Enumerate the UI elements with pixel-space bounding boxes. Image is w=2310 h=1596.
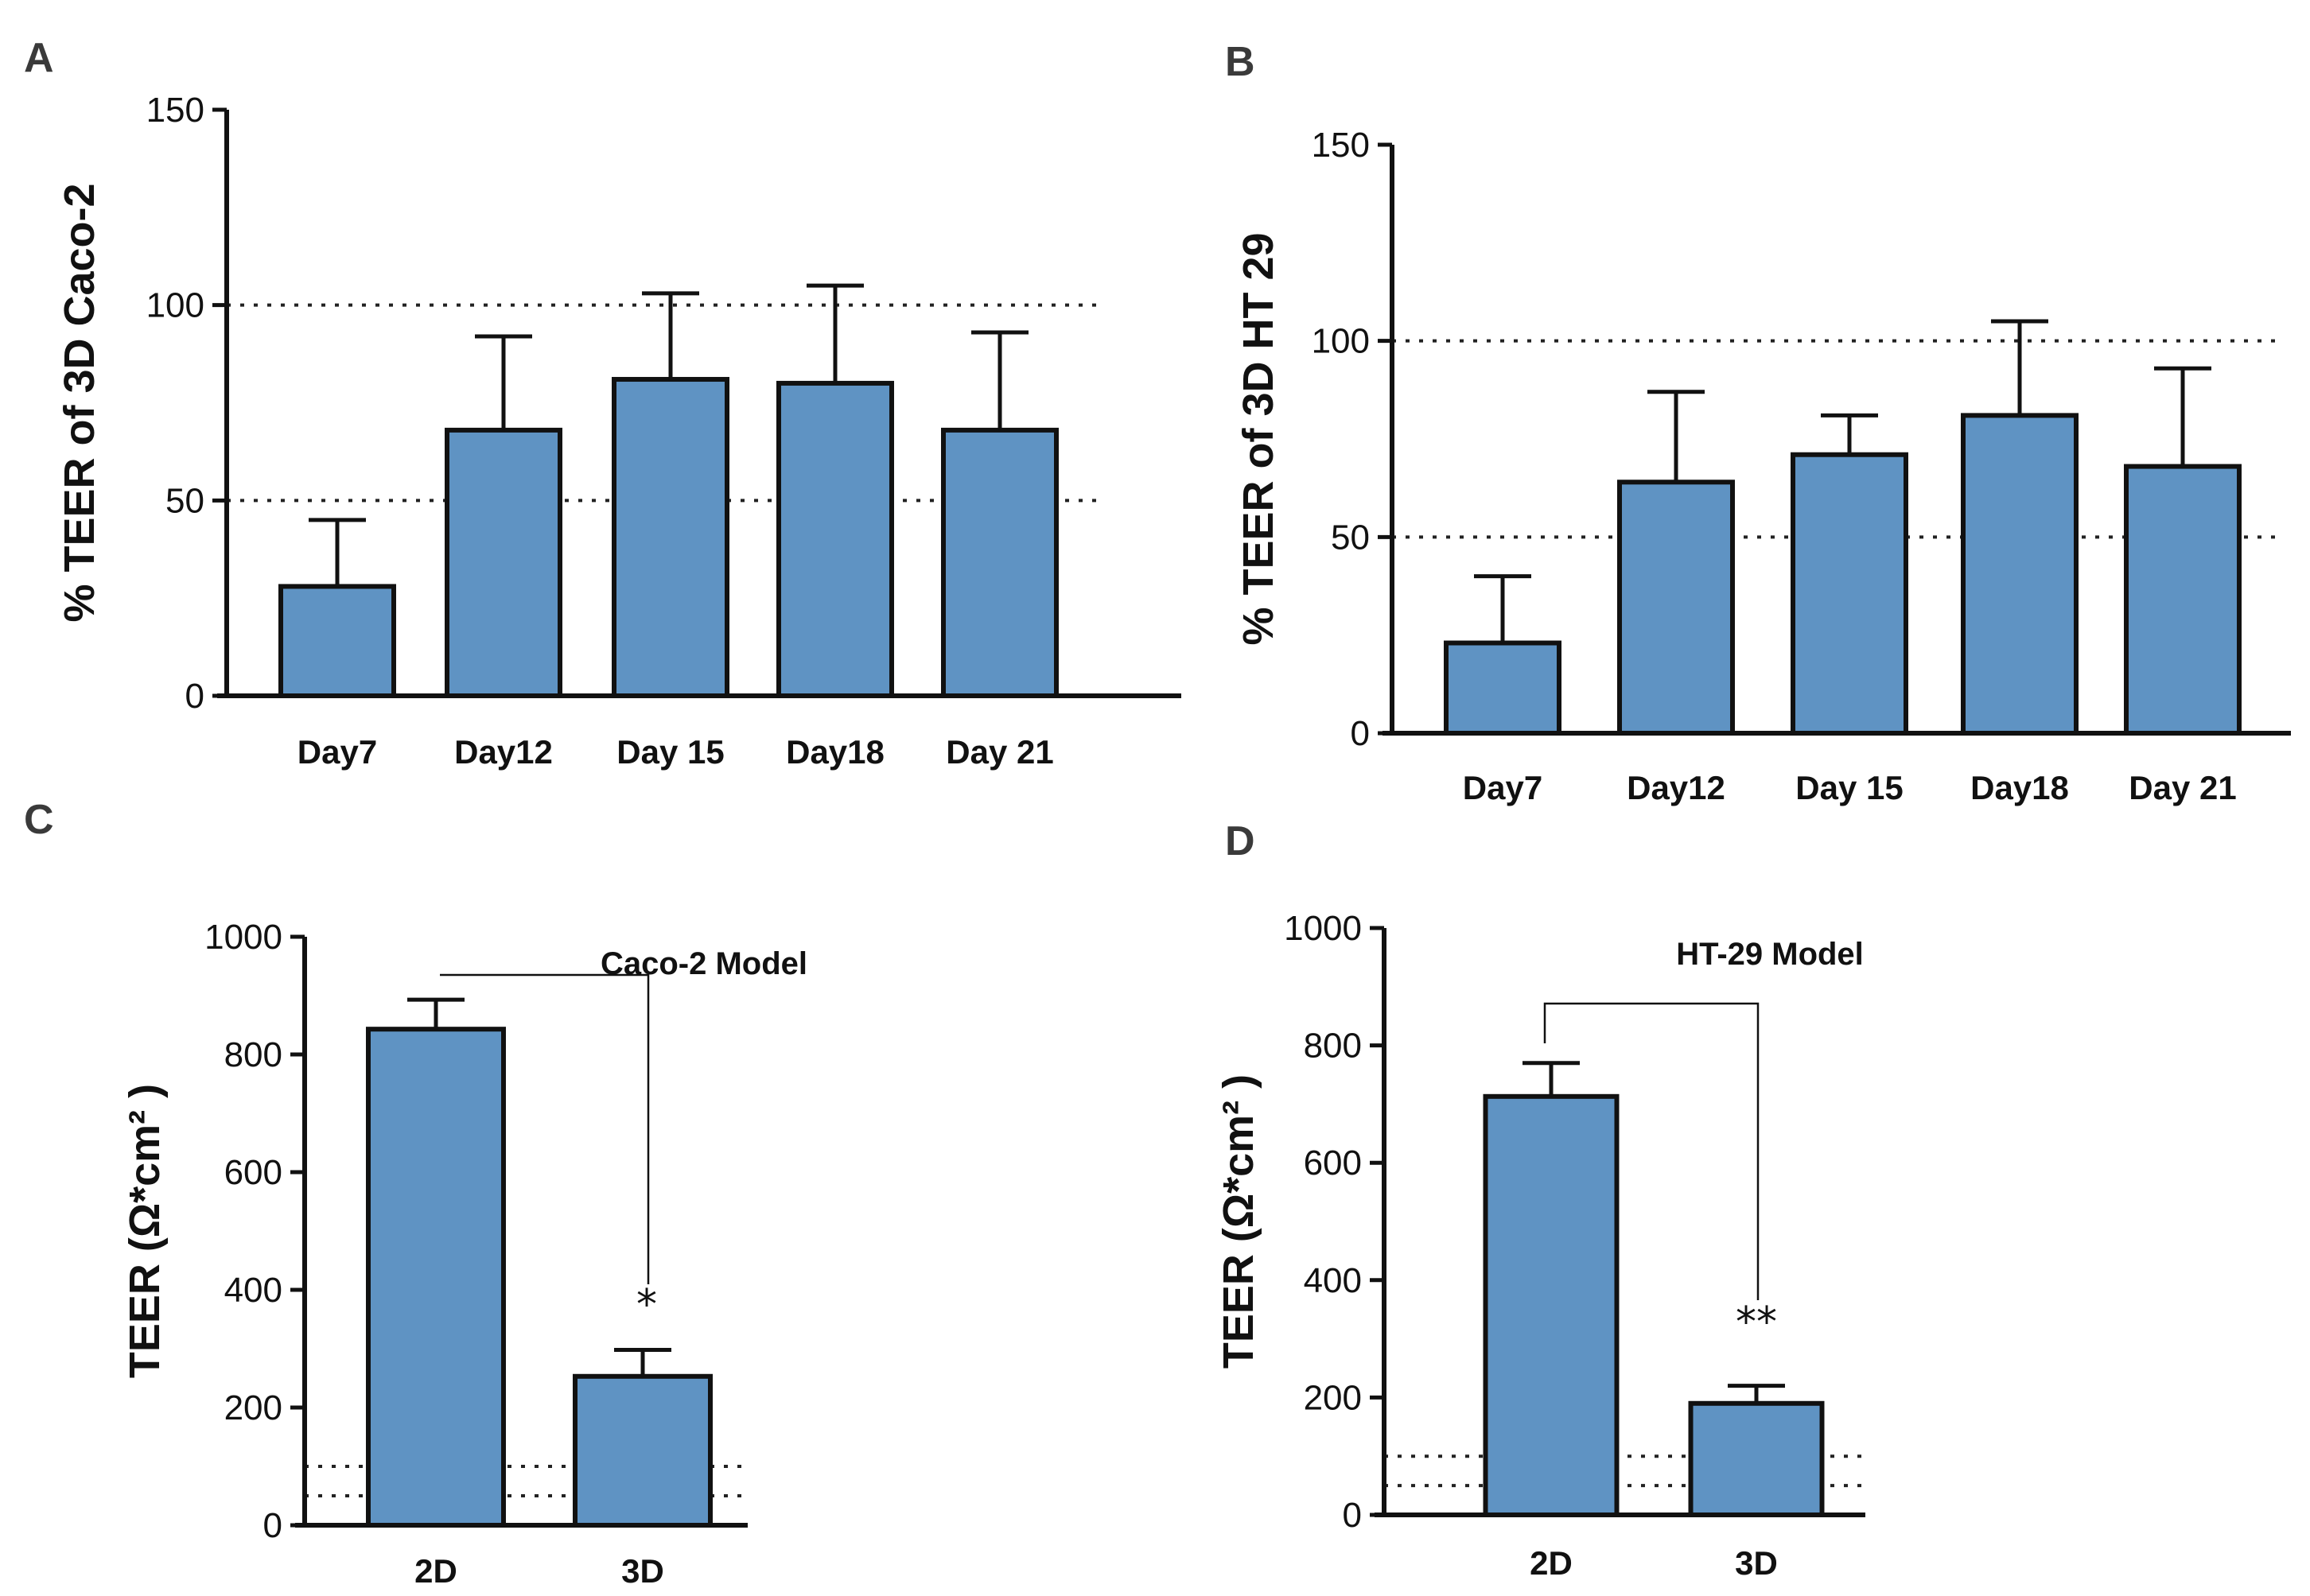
x-tick-label: Day18: [1970, 769, 2069, 806]
x-tick-label: 2D: [414, 1552, 457, 1590]
y-tick-label: 800: [1304, 1027, 1362, 1066]
x-tick-label: Day12: [454, 733, 553, 771]
x-tick-label: Day7: [1463, 769, 1542, 806]
significance-marker: *: [636, 1281, 657, 1329]
y-tick-label: 150: [146, 91, 204, 130]
bar: [445, 427, 562, 698]
y-tick-label: 50: [1331, 518, 1370, 557]
bar: [1617, 480, 1735, 736]
chart-title: HT-29 Model: [1676, 937, 1864, 972]
significance-bracket: [440, 973, 650, 1284]
y-tick-label: 0: [1343, 1496, 1362, 1535]
x-tick-label: Day 15: [1795, 769, 1903, 806]
x-tick-label: 3D: [1735, 1544, 1778, 1582]
panel-letter: D: [1225, 818, 1255, 864]
panel-letter: C: [24, 797, 54, 843]
y-tick-label: 200: [1304, 1378, 1362, 1417]
y-tick-label: 150: [1312, 126, 1370, 165]
x-tick-label: 2D: [1530, 1544, 1573, 1582]
x-tick-label: Day 15: [616, 733, 724, 771]
bar: [366, 1027, 506, 1528]
y-tick-label: 200: [224, 1388, 282, 1427]
bar: [941, 427, 1059, 698]
significance-marker: **: [1736, 1299, 1777, 1346]
panel-letter: B: [1225, 39, 1255, 85]
panel-a: A 0 50 100 150 Day7 Day12 Day 15 Day18 Day 21 % TE…: [24, 35, 1181, 771]
y-tick-label: 50: [165, 481, 204, 520]
y-axis-label: TEER (Ω*cm² ): [121, 1084, 169, 1378]
panel-letter: A: [24, 35, 54, 81]
bar: [2124, 464, 2242, 736]
bar: [612, 377, 729, 698]
y-tick-label: 600: [224, 1153, 282, 1192]
y-tick-label: 1000: [1284, 909, 1362, 948]
x-tick-label: Day7: [298, 733, 377, 771]
y-tick-label: 100: [146, 286, 204, 325]
y-tick-label: 0: [185, 677, 204, 716]
significance-bracket: [1543, 1002, 1760, 1300]
panel-d: D 0 200 400 600 800 1000 2D 3D TEER (Ω*cm² ) HT-29…: [1215, 818, 1865, 1582]
panel-b: B 0 50 100 150 Day7 Day12 Day 15 Day18 Day 21 % TE…: [1225, 39, 2291, 806]
bar: [573, 1373, 713, 1528]
y-tick-label: 100: [1312, 322, 1370, 361]
x-tick-label: Day12: [1627, 769, 1725, 806]
panel-c: C 0 200 400 600 800 1000 2D 3D TEER (Ω*cm² ) Caco-…: [24, 797, 807, 1590]
chart-title: Caco-2 Model: [601, 946, 807, 981]
x-tick-label: Day 21: [946, 733, 1053, 771]
y-axis-label: % TEER of 3D Caco-2: [56, 183, 103, 622]
bar: [1688, 1400, 1825, 1518]
bar: [1791, 452, 1908, 736]
y-tick-label: 400: [224, 1271, 282, 1310]
x-tick-label: 3D: [621, 1552, 664, 1590]
bar: [1444, 640, 1561, 736]
y-tick-label: 0: [263, 1506, 282, 1545]
bar: [278, 584, 396, 699]
x-tick-label: Day 21: [2129, 769, 2236, 806]
x-tick-label: Day18: [786, 733, 885, 771]
bar: [1961, 413, 2079, 736]
y-tick-label: 400: [1304, 1261, 1362, 1300]
y-tick-label: 0: [1351, 714, 1370, 753]
bar: [1483, 1093, 1620, 1517]
y-tick-label: 600: [1304, 1144, 1362, 1182]
bar: [776, 380, 894, 698]
y-axis-label: TEER (Ω*cm² ): [1215, 1074, 1262, 1369]
y-tick-label: 1000: [204, 918, 282, 957]
y-axis-label: % TEER of 3D HT 29: [1235, 232, 1282, 645]
y-tick-label: 800: [224, 1035, 282, 1074]
